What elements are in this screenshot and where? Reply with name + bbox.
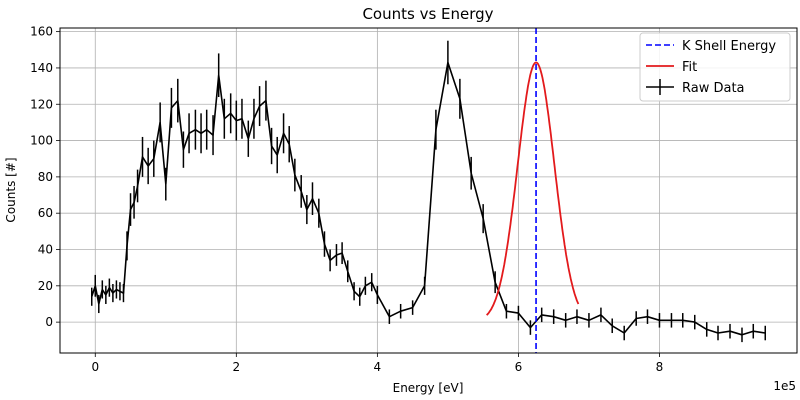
- y-axis-label: Counts [#]: [4, 157, 18, 222]
- y-tick-label: 0: [45, 315, 53, 329]
- legend-label: Fit: [682, 60, 697, 75]
- fit-line: [486, 61, 580, 316]
- x-tick-label: 4: [374, 360, 382, 374]
- x-tick-label: 6: [515, 360, 523, 374]
- raw-data-line: [90, 61, 766, 336]
- x-tick-label: 8: [656, 360, 664, 374]
- x-tick-label: 0: [91, 360, 99, 374]
- y-tick-label: 40: [38, 243, 53, 257]
- legend: K Shell Energy Fit Raw Data: [639, 32, 791, 102]
- plot-area: [90, 28, 767, 353]
- x-tick-label: 2: [232, 360, 240, 374]
- y-tick-label: 80: [38, 170, 53, 184]
- legend-label: Raw Data: [682, 81, 745, 96]
- legend-label: K Shell Energy: [682, 39, 776, 54]
- y-tick-label: 60: [38, 206, 53, 220]
- x-axis-label: Energy [eV]: [393, 381, 464, 395]
- chart-title: Counts vs Energy: [362, 5, 493, 23]
- y-tick-label: 120: [30, 97, 53, 111]
- x-offset-label: 1e5: [773, 379, 796, 393]
- y-tick-label: 160: [30, 25, 53, 39]
- y-tick-label: 140: [30, 61, 53, 75]
- axes-frame: [59, 27, 798, 354]
- legend-box: [639, 32, 791, 102]
- y-tick-label: 20: [38, 279, 53, 293]
- y-tick-label: 100: [30, 134, 53, 148]
